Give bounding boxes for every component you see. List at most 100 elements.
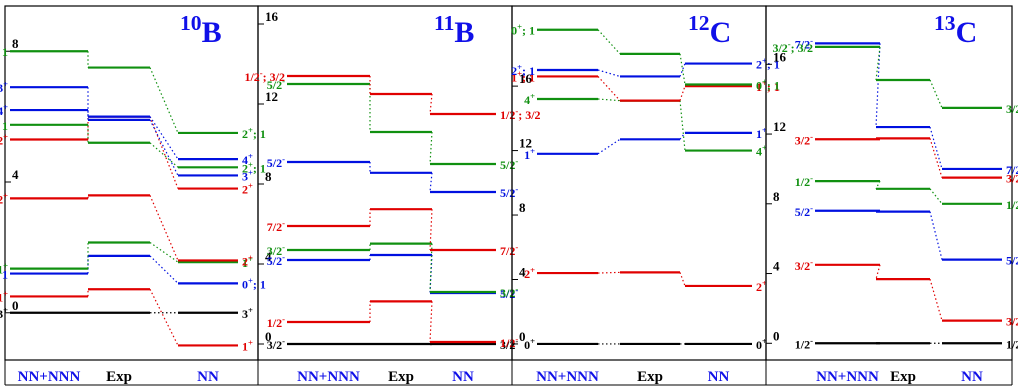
level-connector <box>149 116 179 160</box>
level-label-right: 2+; 1 <box>756 56 780 72</box>
level-label-right: 3+ <box>242 305 253 321</box>
level-label-left: 5/2- <box>795 203 813 219</box>
level-connector <box>149 288 179 346</box>
level-label-left: 3/2- <box>795 257 813 273</box>
level-label-right: 1+ <box>756 125 767 141</box>
level-label-right: 5/2- <box>1006 252 1018 268</box>
level-connector <box>875 46 881 81</box>
nucleus-title: 13C <box>934 11 977 49</box>
level-connector <box>875 264 881 280</box>
level-label-right: 0+ <box>756 336 767 352</box>
panel-frame <box>4 5 259 361</box>
level-connector <box>679 100 686 151</box>
level-connector <box>679 85 686 101</box>
level-connector <box>597 138 621 155</box>
level-label-left: 5/2- <box>267 76 285 92</box>
y-tick-label: 16 <box>265 9 279 24</box>
y-tick-label: 8 <box>519 200 526 215</box>
level-label-left: 1+; 1 <box>511 68 535 84</box>
column-label: NN+NNN <box>536 369 599 385</box>
column-label: Exp <box>890 369 916 385</box>
y-tick-label: 4 <box>265 249 272 264</box>
level-label-right: 3/2- <box>500 284 518 300</box>
level-label-right: 4+ <box>242 151 253 167</box>
level-connector <box>597 76 621 102</box>
level-label-left: 2+; 1 <box>0 43 8 59</box>
column-label: NN <box>961 369 983 385</box>
level-label-right: 7/2- <box>1006 161 1018 177</box>
level-label-right: 3/2-; 3/2 <box>1006 100 1018 116</box>
level-label-right: 2+; 1 <box>242 159 266 175</box>
level-label-left: 1/2-; 3/2 <box>244 68 285 84</box>
level-label-right: 5/2- <box>500 184 518 200</box>
column-label: Exp <box>106 369 132 385</box>
level-connector <box>429 301 433 343</box>
column-label: NN <box>197 369 219 385</box>
y-tick-label: 12 <box>265 89 278 104</box>
level-label-left: 4+ <box>0 102 8 118</box>
y-tick-label: 0 <box>12 298 19 313</box>
level-label-left: 1+ <box>0 288 8 304</box>
y-tick-label: 12 <box>773 119 786 134</box>
level-connector <box>149 116 179 189</box>
level-label-left: 2+ <box>0 190 8 206</box>
level-connector <box>149 119 179 176</box>
level-label-right: 2+; 1 <box>242 125 266 141</box>
level-label-left: 5/2- <box>267 154 285 170</box>
level-label-right: 3+ <box>242 167 253 183</box>
y-tick-label: 0 <box>773 328 780 343</box>
level-connector <box>597 69 621 78</box>
y-tick-label: 4 <box>519 264 526 279</box>
level-connector <box>149 142 179 168</box>
level-label-left: 3+ <box>0 305 8 321</box>
level-label-left: 0+; 1 <box>0 266 8 282</box>
level-connector <box>597 98 621 102</box>
level-label-left: 2+; 1 <box>0 117 8 133</box>
level-label-right: 1+; 1 <box>756 78 780 94</box>
y-tick-label: 16 <box>773 49 787 64</box>
level-label-left: 1+ <box>524 146 535 162</box>
level-label-right: 2+ <box>242 181 253 197</box>
level-label-right: 1/2- <box>500 334 518 350</box>
y-tick-label: 8 <box>265 169 272 184</box>
column-label: NN <box>708 369 730 385</box>
level-connector <box>929 138 943 178</box>
level-connector <box>429 131 433 165</box>
level-connector <box>149 195 179 261</box>
y-tick-label: 8 <box>773 189 780 204</box>
panel-frame <box>765 5 1013 361</box>
level-label-left: 0+; 1 <box>511 22 535 38</box>
y-tick-label: 4 <box>773 259 780 274</box>
level-label-left: 3/2- <box>267 336 285 352</box>
level-label-left: 3/2- <box>795 131 813 147</box>
level-label-left: 7/2- <box>267 218 285 234</box>
level-connector <box>149 255 179 284</box>
level-connector <box>875 137 881 140</box>
level-label-right: 2+ <box>242 252 253 268</box>
level-connector <box>929 211 943 260</box>
level-label-left: 1/2- <box>795 173 813 189</box>
level-label-left: 5/2- <box>267 252 285 268</box>
level-label-left: 0+ <box>524 336 535 352</box>
level-connector <box>875 210 881 213</box>
level-connector <box>429 243 433 293</box>
level-connector <box>679 272 686 287</box>
level-label-left: 2+ <box>0 132 8 148</box>
level-label-left: 2+; 1 <box>511 62 535 78</box>
y-tick-label: 16 <box>519 71 533 86</box>
level-label-right: 1+ <box>242 254 253 270</box>
level-connector <box>149 241 179 263</box>
level-label-right: 4+ <box>756 143 767 159</box>
level-label-right: 5/2- <box>500 156 518 172</box>
y-tick-label: 4 <box>12 167 19 182</box>
level-label-left: 3/2- <box>267 242 285 258</box>
level-label-right: 1+ <box>242 337 253 353</box>
level-label-right: 3/2- <box>1006 313 1018 329</box>
level-connector <box>929 79 943 109</box>
panel-frame <box>511 5 767 361</box>
column-label: Exp <box>637 369 663 385</box>
column-label: NN <box>452 369 474 385</box>
level-connector <box>929 278 943 321</box>
nucleus-title: 12C <box>688 11 731 49</box>
